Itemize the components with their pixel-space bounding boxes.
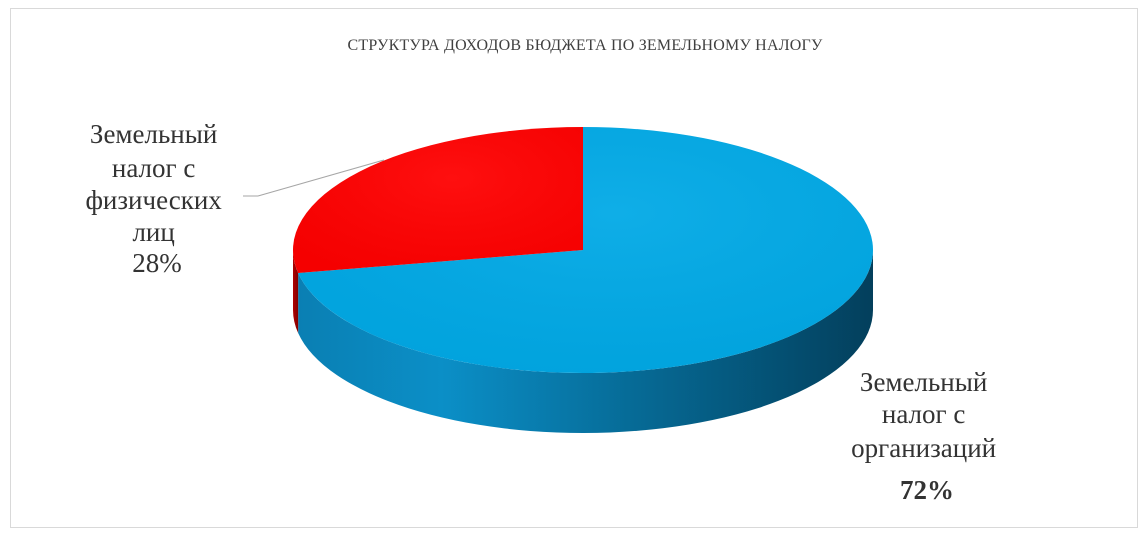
label-line: Земельный [90, 119, 217, 149]
percent-label: 28% [132, 248, 182, 278]
pie-slice-shade [298, 127, 873, 373]
slice-label-organizations: Земельный налог с организаций 72% [851, 367, 1003, 505]
chart-title: СТРУКТУРА ДОХОДОВ БЮДЖЕТА ПО ЗЕМЕЛЬНОМУ … [348, 37, 823, 54]
pie-side-organizations [298, 250, 873, 433]
pie-slice-shade [293, 127, 583, 274]
slice-label-physical: Земельный налог с физических лиц 28% [85, 119, 228, 278]
pie-side-physical [293, 250, 299, 334]
label-line: физических [85, 185, 222, 215]
label-line: организаций [851, 433, 996, 463]
label-line: налог с [112, 153, 195, 183]
label-line: Земельный [860, 367, 987, 397]
label-line: лиц [132, 217, 174, 247]
percent-label: 72% [900, 475, 954, 505]
label-line: налог с [882, 399, 965, 429]
leader-line-physical-diag [257, 159, 385, 197]
